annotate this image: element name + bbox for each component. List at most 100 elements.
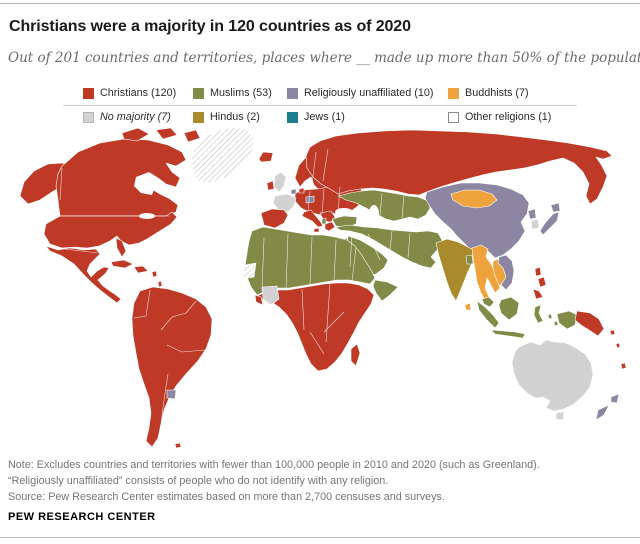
region-maluku bbox=[547, 313, 553, 320]
region-south-korea bbox=[530, 218, 540, 230]
region-sulawesi bbox=[533, 304, 544, 324]
region-papua-new-guinea bbox=[574, 310, 605, 337]
region-south-america bbox=[131, 286, 213, 448]
region-ireland bbox=[266, 180, 275, 191]
region-bangladesh bbox=[465, 254, 474, 265]
region-albania bbox=[321, 217, 327, 225]
legend-item-christians: Christians (120) bbox=[83, 87, 176, 99]
legend-item-other-religions: Other religions (1) bbox=[448, 111, 551, 123]
buddhists-swatch bbox=[448, 87, 459, 99]
region-usa bbox=[43, 211, 178, 249]
region-tasmania bbox=[555, 411, 565, 421]
region-czechia bbox=[305, 195, 315, 204]
region-united-kingdom bbox=[273, 171, 287, 193]
legend-label-jews: Jews (1) bbox=[304, 111, 345, 123]
region-vietnam bbox=[497, 254, 515, 291]
region-antilles bbox=[151, 270, 158, 278]
legend-label-muslims: Muslims (53) bbox=[210, 87, 272, 99]
other-religions-swatch bbox=[448, 111, 459, 123]
legend-item-buddhists: Buddhists (7) bbox=[448, 87, 529, 99]
bottom-rule bbox=[0, 537, 640, 538]
country-borders bbox=[42, 148, 411, 433]
region-maluku bbox=[553, 320, 559, 327]
region-iberia bbox=[260, 208, 289, 229]
region-france bbox=[272, 193, 297, 214]
region-netherlands bbox=[290, 188, 297, 195]
hindus-swatch bbox=[193, 111, 204, 123]
region-horn-of-africa bbox=[372, 279, 399, 302]
region-canada bbox=[55, 138, 187, 217]
region-russia bbox=[305, 129, 613, 205]
region-greenland-excluded bbox=[190, 126, 255, 184]
legend-item-hindus: Hindus (2) bbox=[193, 111, 260, 123]
region-ivory-coast bbox=[261, 285, 280, 306]
legend-item-muslims: Muslims (53) bbox=[193, 87, 272, 99]
region-china bbox=[424, 182, 530, 259]
region-denmark bbox=[298, 187, 305, 194]
region-uruguay bbox=[166, 389, 177, 400]
jews-swatch bbox=[287, 111, 298, 123]
region-new-zealand bbox=[610, 393, 620, 404]
region-arctic-islands bbox=[121, 127, 150, 142]
note-line-1: Note: Excludes countries and territories… bbox=[8, 459, 540, 471]
region-java bbox=[490, 329, 526, 339]
region-philippines bbox=[534, 266, 542, 277]
legend-label-other-religions: Other religions (1) bbox=[465, 111, 552, 123]
region-japan-honshu bbox=[539, 211, 560, 236]
region-philippines bbox=[537, 276, 547, 288]
no-majority-swatch bbox=[83, 111, 94, 123]
region-hispaniola bbox=[133, 265, 149, 274]
region-malaysia bbox=[481, 296, 495, 308]
note-line-2: “Religiously unaffiliated” consists of p… bbox=[8, 475, 389, 487]
region-fiji bbox=[620, 362, 627, 370]
region-borneo bbox=[498, 296, 520, 321]
region-japan-hokkaido bbox=[550, 202, 561, 213]
region-north-africa bbox=[244, 226, 376, 296]
region-cuba bbox=[110, 259, 134, 269]
unaffiliated-swatch bbox=[287, 87, 298, 99]
region-florida bbox=[115, 237, 127, 258]
region-iceland bbox=[258, 151, 274, 163]
legend-item-no-majority: No majority (7) bbox=[83, 111, 171, 123]
world-choropleth-map bbox=[19, 126, 627, 449]
legend-label-christians: Christians (120) bbox=[100, 87, 177, 99]
region-western-sahara-excluded bbox=[242, 262, 257, 280]
region-taiwan bbox=[527, 250, 534, 262]
region-mongolia bbox=[450, 189, 498, 209]
region-india bbox=[435, 238, 479, 302]
legend-item-jews: Jews (1) bbox=[287, 111, 345, 123]
top-rule bbox=[0, 3, 640, 4]
region-sicily bbox=[313, 227, 320, 233]
caspian-sea bbox=[369, 205, 379, 223]
note-line-3-source: Source: Pew Research Center estimates ba… bbox=[8, 491, 445, 503]
legend-item-unaffiliated: Religiously unaffiliated (10) bbox=[287, 87, 433, 99]
legend-label-hindus: Hindus (2) bbox=[210, 111, 260, 123]
legend-label-unaffiliated: Religiously unaffiliated (10) bbox=[304, 87, 434, 99]
legend-divider bbox=[63, 105, 577, 106]
legend-label-no-majority: No majority (7) bbox=[100, 111, 171, 123]
region-greece bbox=[324, 221, 336, 232]
region-sri-lanka bbox=[464, 302, 472, 311]
region-new-zealand bbox=[595, 404, 610, 421]
region-mexico-central-america bbox=[45, 245, 122, 304]
region-myanmar-thailand bbox=[471, 244, 501, 303]
region-middle-east bbox=[335, 224, 443, 269]
region-liberia bbox=[254, 294, 264, 306]
region-sub-saharan-africa bbox=[256, 282, 375, 372]
region-west-new-guinea bbox=[556, 310, 578, 330]
hudson-bay bbox=[134, 172, 157, 195]
region-arctic-islands bbox=[183, 129, 201, 143]
pew-research-center-brand: PEW RESEARCH CENTER bbox=[8, 511, 156, 523]
muslims-swatch bbox=[193, 87, 204, 99]
region-australia bbox=[511, 339, 594, 412]
region-falklands bbox=[174, 442, 182, 449]
region-italy bbox=[301, 209, 324, 228]
region-solomon-islands bbox=[609, 329, 616, 336]
region-vanuatu bbox=[615, 342, 621, 349]
chart-title: Christians were a majority in 120 countr… bbox=[9, 18, 411, 35]
legend-label-buddhists: Buddhists (7) bbox=[465, 87, 529, 99]
chart-subtitle: Out of 201 countries and territories, pl… bbox=[8, 50, 640, 66]
region-philippines bbox=[532, 288, 544, 300]
region-north-korea bbox=[527, 208, 537, 220]
